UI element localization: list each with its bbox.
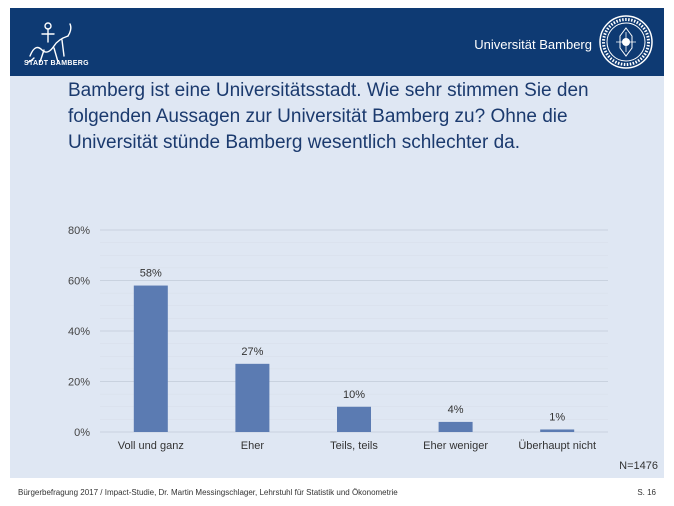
header-bar: STADT BAMBERG Universität Bamberg bbox=[10, 8, 664, 76]
slide-background bbox=[10, 8, 664, 478]
category-label: Teils, teils bbox=[330, 440, 378, 452]
bar-value-label: 27% bbox=[241, 346, 263, 358]
city-logo-label: STADT BAMBERG bbox=[24, 60, 89, 67]
y-tick-label: 80% bbox=[68, 225, 90, 237]
bar-value-label: 58% bbox=[140, 268, 162, 280]
bar bbox=[540, 429, 575, 432]
y-tick-label: 20% bbox=[68, 377, 90, 389]
university-seal-icon bbox=[599, 15, 653, 69]
bar bbox=[438, 421, 473, 432]
category-label: Voll und ganz bbox=[118, 440, 184, 452]
bar-value-label: 4% bbox=[448, 404, 464, 416]
bar-value-label: 10% bbox=[343, 389, 365, 401]
y-tick-label: 40% bbox=[68, 326, 90, 338]
bar bbox=[235, 363, 270, 432]
bar-value-label: 1% bbox=[549, 411, 565, 423]
university-name: Universität Bamberg bbox=[474, 37, 592, 52]
footer-source: Bürgerbefragung 2017 / Impact-Studie, Dr… bbox=[18, 488, 398, 497]
city-rider-logo-icon bbox=[27, 22, 72, 63]
bar bbox=[133, 285, 168, 432]
page-number: S. 16 bbox=[637, 488, 656, 497]
y-tick-label: 60% bbox=[68, 276, 90, 288]
bar bbox=[337, 406, 371, 432]
category-label: Eher bbox=[241, 440, 265, 452]
y-tick-label: 0% bbox=[74, 427, 90, 439]
slide-title: Bamberg ist eine Universitätsstadt. Wie … bbox=[68, 80, 589, 153]
category-label: Überhaupt nicht bbox=[518, 440, 596, 452]
sample-size-note: N=1476 bbox=[619, 460, 658, 472]
category-label: Eher weniger bbox=[423, 440, 488, 452]
